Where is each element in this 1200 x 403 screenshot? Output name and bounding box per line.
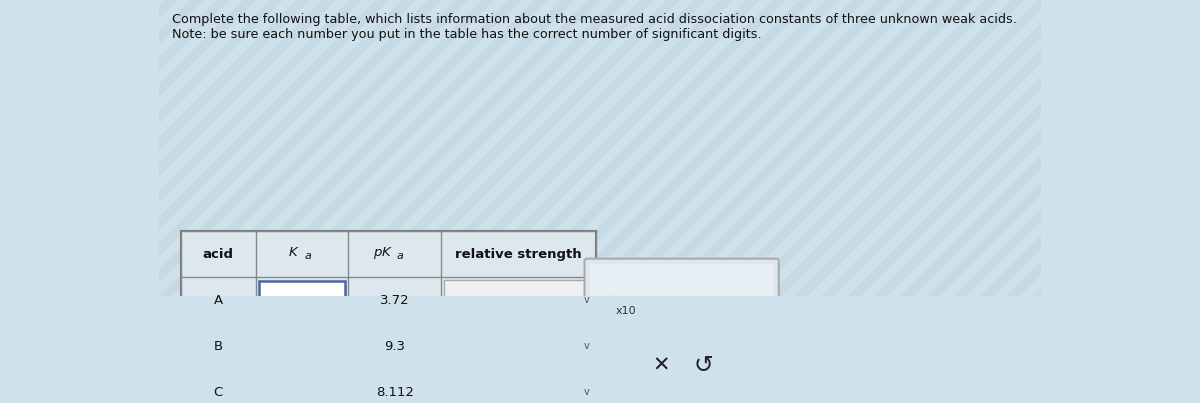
Polygon shape: [661, 0, 972, 297]
Bar: [608, 297, 618, 306]
Polygon shape: [0, 0, 71, 297]
Text: ✕: ✕: [653, 355, 670, 376]
Polygon shape: [1006, 0, 1200, 297]
Polygon shape: [0, 0, 230, 297]
Text: acid: acid: [203, 248, 234, 261]
Bar: [259, 281, 344, 320]
Text: v: v: [584, 295, 589, 305]
Text: Note: be sure each number you put in the table has the correct number of signifi: Note: be sure each number you put in the…: [172, 28, 762, 41]
Polygon shape: [292, 0, 601, 297]
Polygon shape: [715, 0, 1025, 297]
Polygon shape: [0, 0, 178, 297]
Polygon shape: [53, 0, 362, 297]
Polygon shape: [1165, 0, 1200, 297]
Bar: [444, 326, 593, 366]
Text: x10: x10: [616, 306, 636, 316]
Polygon shape: [106, 0, 415, 297]
Polygon shape: [0, 0, 150, 297]
Polygon shape: [503, 0, 812, 297]
Text: 8.112: 8.112: [376, 386, 414, 399]
Polygon shape: [0, 0, 18, 297]
Text: $a$: $a$: [396, 251, 404, 262]
Text: 9.3: 9.3: [384, 340, 406, 353]
Polygon shape: [397, 0, 707, 297]
Polygon shape: [582, 0, 892, 297]
Polygon shape: [821, 0, 1130, 297]
Bar: [259, 373, 344, 403]
Polygon shape: [424, 0, 733, 297]
Bar: [595, 303, 612, 319]
Polygon shape: [874, 0, 1183, 297]
Polygon shape: [689, 0, 998, 297]
Polygon shape: [26, 0, 336, 297]
Polygon shape: [132, 0, 442, 297]
Text: relative strength: relative strength: [455, 248, 582, 261]
Text: A: A: [214, 294, 223, 307]
Polygon shape: [158, 0, 468, 297]
Polygon shape: [0, 0, 283, 297]
Polygon shape: [450, 0, 760, 297]
Polygon shape: [185, 0, 494, 297]
Polygon shape: [1032, 0, 1200, 297]
Polygon shape: [0, 0, 97, 297]
FancyBboxPatch shape: [584, 259, 779, 403]
Polygon shape: [847, 0, 1157, 297]
Text: $a$: $a$: [304, 251, 312, 262]
Polygon shape: [0, 0, 257, 297]
Polygon shape: [900, 0, 1200, 297]
Polygon shape: [1086, 0, 1200, 297]
Polygon shape: [79, 0, 389, 297]
Text: $pK$: $pK$: [372, 245, 392, 261]
Polygon shape: [318, 0, 628, 297]
Text: 3.72: 3.72: [380, 294, 409, 307]
Text: B: B: [214, 340, 223, 353]
Polygon shape: [238, 0, 547, 297]
Bar: [181, 231, 595, 403]
Polygon shape: [768, 0, 1078, 297]
Text: v: v: [584, 387, 589, 397]
Polygon shape: [529, 0, 839, 297]
Polygon shape: [1058, 0, 1200, 297]
Bar: [444, 372, 593, 403]
Polygon shape: [794, 0, 1104, 297]
Polygon shape: [1112, 0, 1200, 297]
Text: $K$: $K$: [288, 246, 300, 259]
Bar: [589, 330, 774, 401]
Bar: [444, 280, 593, 320]
Polygon shape: [0, 0, 204, 297]
Polygon shape: [371, 0, 680, 297]
Text: v: v: [584, 341, 589, 351]
Text: ↺: ↺: [694, 353, 714, 377]
Polygon shape: [1192, 0, 1200, 297]
Polygon shape: [1139, 0, 1200, 297]
Polygon shape: [264, 0, 575, 297]
Polygon shape: [344, 0, 654, 297]
Polygon shape: [608, 0, 918, 297]
Bar: [259, 327, 344, 366]
Polygon shape: [953, 0, 1200, 297]
Polygon shape: [0, 0, 124, 297]
Bar: [589, 264, 774, 325]
Polygon shape: [211, 0, 521, 297]
Polygon shape: [979, 0, 1200, 297]
Polygon shape: [0, 0, 310, 297]
Text: Complete the following table, which lists information about the measured acid di: Complete the following table, which list…: [172, 13, 1016, 26]
Polygon shape: [476, 0, 786, 297]
Polygon shape: [926, 0, 1200, 297]
Polygon shape: [0, 0, 44, 297]
Polygon shape: [556, 0, 865, 297]
Text: C: C: [214, 386, 223, 399]
Polygon shape: [635, 0, 944, 297]
Polygon shape: [742, 0, 1051, 297]
